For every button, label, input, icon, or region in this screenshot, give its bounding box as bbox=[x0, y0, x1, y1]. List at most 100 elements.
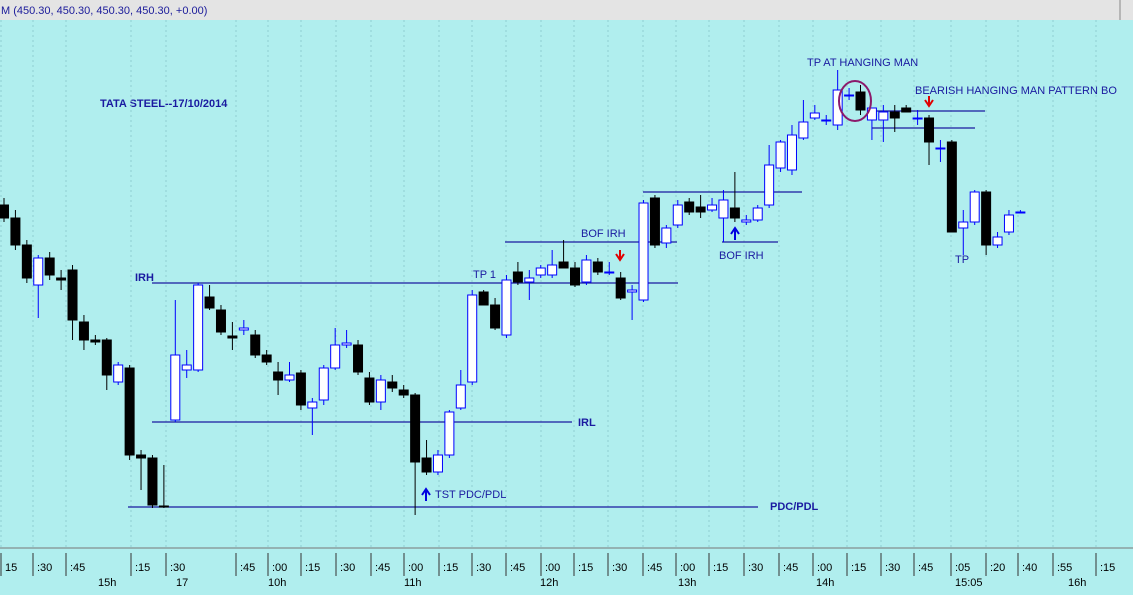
candle-body bbox=[935, 147, 946, 150]
x-tick-label: :15 bbox=[135, 562, 150, 574]
candle-body bbox=[124, 367, 135, 456]
candle-body bbox=[307, 401, 318, 409]
candle-body bbox=[387, 381, 398, 389]
x-tick-label: :15 bbox=[578, 562, 593, 574]
candle-body bbox=[158, 505, 169, 508]
candle-body bbox=[889, 111, 900, 119]
x-tick-label-lower: 15h bbox=[98, 577, 116, 589]
candle-body bbox=[0, 204, 9, 219]
candle-body bbox=[353, 344, 364, 373]
candle-body bbox=[604, 271, 615, 274]
x-tick-label: :45 bbox=[375, 562, 390, 574]
annotation: IRH bbox=[135, 272, 154, 284]
candle-body bbox=[615, 277, 626, 299]
candle-body bbox=[170, 354, 181, 421]
x-tick-label: :15 bbox=[305, 562, 320, 574]
candle-body bbox=[421, 457, 432, 473]
candle-body bbox=[649, 197, 660, 246]
x-tick-label: :45 bbox=[240, 562, 255, 574]
candle-body bbox=[193, 284, 204, 371]
candle-body bbox=[946, 141, 957, 233]
candle-body bbox=[924, 117, 935, 143]
candle-body bbox=[570, 267, 580, 286]
annotation: BOF IRH bbox=[581, 228, 626, 240]
candle-body bbox=[729, 207, 740, 219]
header-text: M (450.30, 450.30, 450.30, 450.30, +0.00… bbox=[1, 5, 207, 17]
candle-body bbox=[969, 191, 980, 223]
annotation: TP bbox=[955, 254, 969, 266]
up-arrow bbox=[421, 487, 431, 501]
candle-body bbox=[809, 112, 820, 119]
x-tick-label-lower: 11h bbox=[404, 577, 422, 589]
x-tick-label-lower: 16h bbox=[1068, 577, 1086, 589]
candle-body bbox=[844, 94, 855, 97]
candle-body bbox=[981, 191, 992, 246]
x-tick-label: :00 bbox=[817, 562, 832, 574]
candle-body bbox=[21, 244, 32, 279]
candle-body bbox=[524, 277, 535, 283]
annotation: TST PDC/PDL bbox=[435, 489, 506, 501]
candle-body bbox=[638, 202, 649, 301]
candle-body bbox=[958, 221, 969, 229]
x-tick-label-lower: 14h bbox=[816, 577, 834, 589]
candle-body bbox=[10, 217, 21, 246]
x-tick-label: :40 bbox=[1022, 562, 1037, 574]
candle-body bbox=[101, 339, 112, 376]
x-tick-label-lower: 17 bbox=[176, 577, 188, 589]
x-tick-label-lower: 10h bbox=[268, 577, 286, 589]
x-tick-label: :15 bbox=[1100, 562, 1115, 574]
candle-body bbox=[341, 342, 352, 346]
candle-body bbox=[136, 454, 147, 459]
candle-body bbox=[1003, 214, 1014, 233]
x-tick-label: :45 bbox=[510, 562, 525, 574]
x-tick-label: :00 bbox=[272, 562, 287, 574]
candle-body bbox=[215, 309, 226, 333]
candle-body bbox=[581, 259, 592, 283]
candle-body bbox=[1015, 211, 1026, 214]
candle-body bbox=[78, 321, 89, 341]
candle-body bbox=[318, 367, 329, 401]
candle-body bbox=[284, 374, 295, 381]
candle-body bbox=[741, 219, 752, 223]
candle-body bbox=[44, 257, 55, 276]
candle-body bbox=[798, 121, 809, 139]
candle-body bbox=[444, 411, 455, 456]
up-arrow bbox=[730, 226, 740, 240]
highlight-circle bbox=[838, 80, 872, 122]
candle-body bbox=[718, 199, 729, 219]
x-tick-label-lower: 15:05 bbox=[955, 577, 983, 589]
candle-body bbox=[832, 89, 843, 126]
x-tick-label: :30 bbox=[170, 562, 185, 574]
candle-body bbox=[764, 164, 775, 206]
annotation: IRL bbox=[578, 417, 596, 429]
x-tick-label: :30 bbox=[37, 562, 52, 574]
annotation: PDC/PDL bbox=[770, 501, 819, 513]
x-tick-label: :00 bbox=[545, 562, 560, 574]
candle-body bbox=[992, 236, 1003, 246]
candle-body bbox=[672, 204, 683, 226]
candle-body bbox=[490, 304, 501, 329]
candle-body bbox=[455, 384, 466, 409]
x-tick-label: :55 bbox=[1057, 562, 1072, 574]
x-tick-label: :05 bbox=[955, 562, 970, 574]
x-tick-label: :30 bbox=[885, 562, 900, 574]
x-tick-label: :30 bbox=[340, 562, 355, 574]
candle-body bbox=[227, 335, 238, 339]
x-tick-label: :00 bbox=[408, 562, 423, 574]
candle-body bbox=[786, 134, 797, 171]
candle-body bbox=[330, 344, 341, 369]
x-tick-label: :30 bbox=[748, 562, 763, 574]
x-tick-label-lower: 13h bbox=[678, 577, 696, 589]
candle-body bbox=[695, 206, 706, 213]
x-tick-label: :45 bbox=[647, 562, 662, 574]
candle-body bbox=[901, 107, 912, 113]
annotation: BOF IRH bbox=[719, 250, 764, 262]
candle-body bbox=[113, 364, 124, 383]
candle-body bbox=[56, 277, 67, 281]
candle-body bbox=[775, 141, 786, 169]
candle-body bbox=[364, 377, 375, 403]
candle-body bbox=[147, 457, 158, 506]
x-tick-label: :15 bbox=[713, 562, 728, 574]
candle-body bbox=[661, 227, 672, 244]
